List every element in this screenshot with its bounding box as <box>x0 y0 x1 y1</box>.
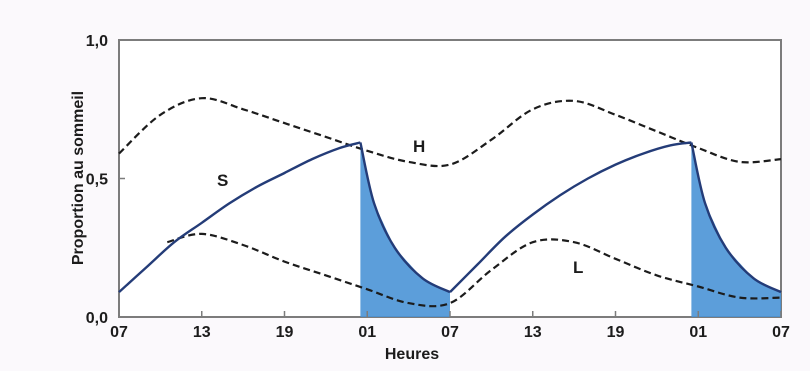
x-axis-title: Heures <box>385 346 439 363</box>
x-tick-label: 01 <box>358 324 376 341</box>
x-tick-label: 19 <box>276 324 294 341</box>
y-tick-label: 0,0 <box>86 310 108 327</box>
x-tick-label: 07 <box>110 324 128 341</box>
series-label-h: H <box>413 137 425 156</box>
x-tick-label: 13 <box>524 324 542 341</box>
x-tick-label: 07 <box>772 324 790 341</box>
x-tick-label: 07 <box>441 324 459 341</box>
y-tick-label: 1,0 <box>86 33 108 50</box>
x-tick-label: 01 <box>689 324 707 341</box>
y-axis-title: Proportion au sommeil <box>70 91 87 265</box>
x-tick-label: 19 <box>607 324 625 341</box>
x-tick-label: 13 <box>193 324 211 341</box>
series-label-s: S <box>217 171 228 190</box>
series-label-l: L <box>573 258 583 277</box>
y-tick-label: 0,5 <box>86 172 108 189</box>
